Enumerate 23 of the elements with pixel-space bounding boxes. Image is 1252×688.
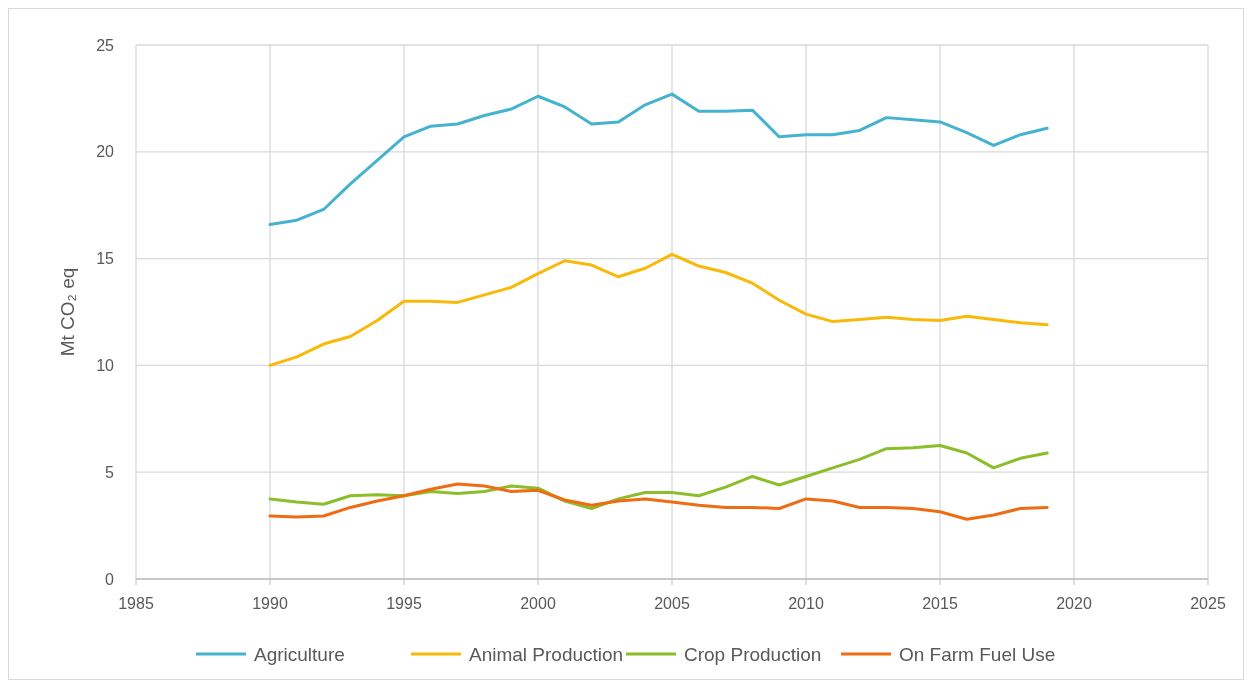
y-tick-label: 25 [96,36,115,54]
legend-label: Crop Production [684,643,822,665]
x-tick-label: 2025 [1190,595,1226,612]
y-tick-label: 5 [105,463,115,481]
x-tick-label: 2005 [654,595,690,612]
x-tick-label: 2015 [922,595,958,612]
y-tick-label: 20 [96,143,115,161]
line-series [268,482,1049,521]
line-series [268,252,1049,367]
legend-label: Agriculture [254,643,345,665]
x-tick-label: 2010 [788,595,824,612]
x-tick-label: 1995 [386,595,422,612]
x-tick-label: 2000 [520,595,556,612]
y-tick-label: 10 [96,357,115,374]
y-tick-label: 15 [96,250,115,268]
y-axis-title: Mt CO₂ eq [57,267,78,357]
legend-label: On Farm Fuel Use [899,643,1056,665]
x-tick-label: 1990 [252,595,288,612]
legend-label: Animal Production [469,643,624,665]
x-tick-label: 1985 [118,595,154,612]
x-tick-label: 2020 [1056,595,1092,612]
line-series [268,92,1049,226]
y-tick-label: 0 [105,570,115,588]
